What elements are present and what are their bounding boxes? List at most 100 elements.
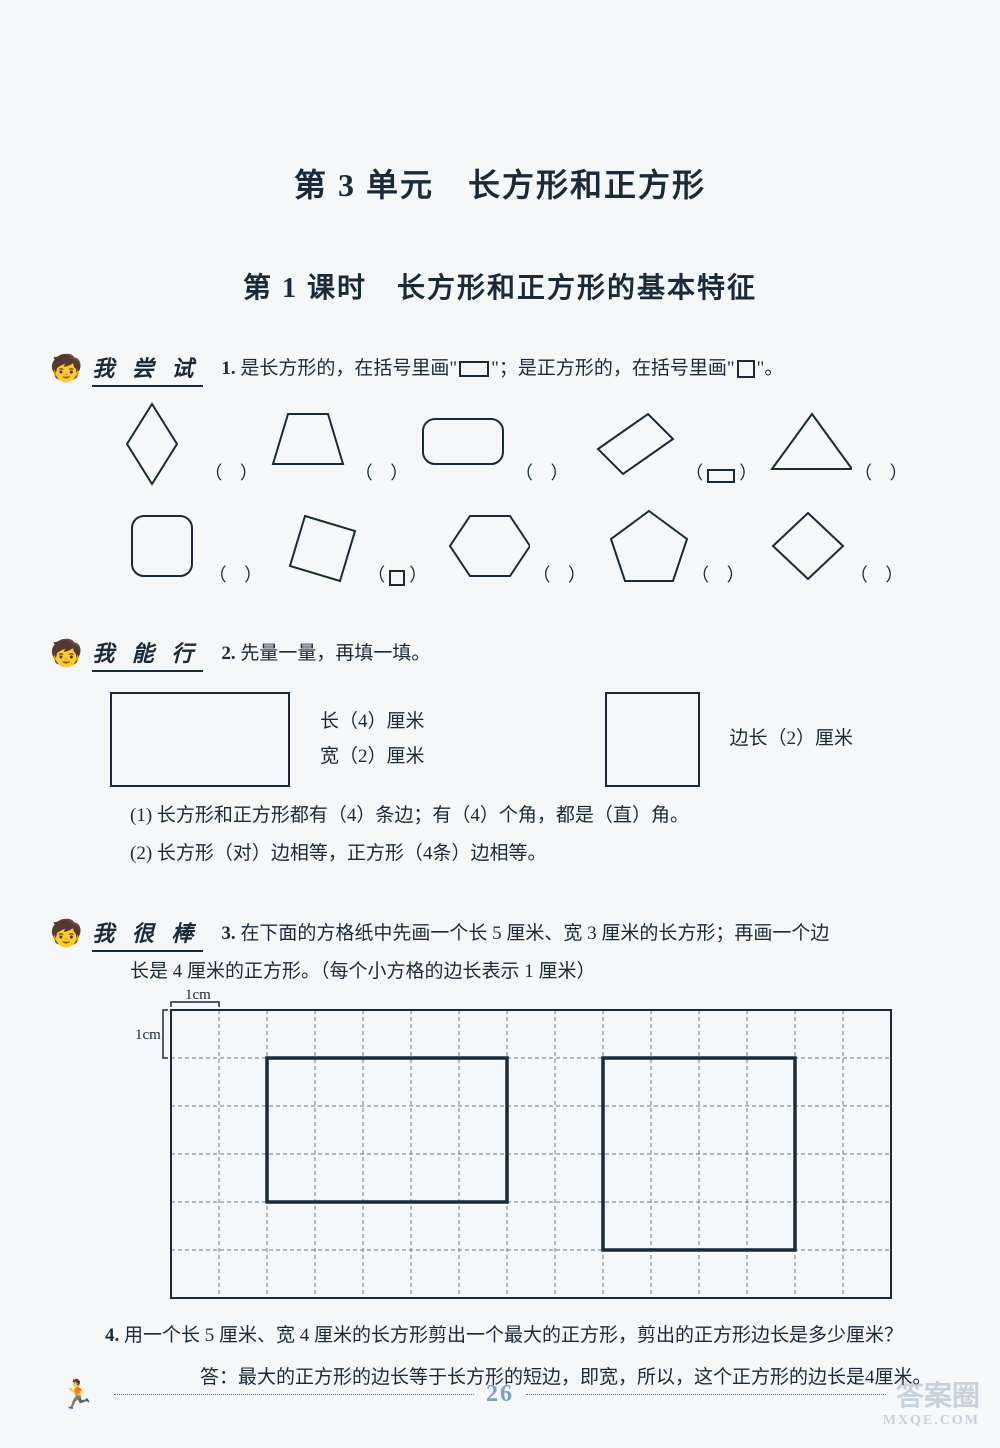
shapes-row-2: （ ）（）（ ）（ ）（ ）: [110, 501, 910, 591]
rectangle-shape: [110, 692, 290, 787]
paren-close: ）: [550, 459, 568, 489]
q2-measure-wrap: 长（4）厘米 宽（2）厘米 边长（2）厘米: [110, 692, 950, 787]
footer-line-left: [114, 1394, 474, 1395]
paren-answer: [552, 566, 566, 591]
s2v2: 4条: [423, 843, 452, 864]
shape-item: （ ）: [112, 399, 258, 489]
paren-answer: [535, 464, 549, 489]
wid-a: 宽（: [320, 746, 358, 767]
q4-text: 用一个长 5 厘米、宽 4 厘米的长方形剪出一个最大的正方形，剪出的正方形边长是…: [124, 1325, 903, 1346]
section-label-3: 我 很 棒: [92, 916, 203, 952]
q3-text-head: 3. 在下面的方格纸中先画一个长 5 厘米、宽 3 厘米的长方形；再画一个边: [221, 920, 829, 949]
side-a: 边长（: [730, 728, 787, 749]
s1v2: 4: [470, 805, 480, 826]
shape-item: （ ）: [413, 399, 569, 489]
q1-text: 1. 是长方形的，在括号里画""；是正方形的，在括号里画""。: [221, 355, 783, 384]
mascot-icon: 🧒: [50, 639, 82, 669]
footer-mascot-icon: 🏃: [60, 1378, 95, 1412]
q4: 4. 用一个长 5 厘米、宽 4 厘米的长方形剪出一个最大的正方形，剪出的正方形…: [105, 1319, 950, 1353]
shape-item: （ ）: [263, 399, 409, 489]
section-try: 🧒 我 尝 试 1. 是长方形的，在括号里画""；是正方形的，在括号里画""。 …: [50, 351, 950, 591]
q3-l1: 在下面的方格纸中先画一个长 5 厘米、宽 3 厘米的长方形；再画一个边: [240, 923, 829, 944]
paren-close: ）: [727, 561, 745, 591]
s1v1: 4: [347, 805, 357, 826]
unit-title: 第 3 单元 长方形和正方形: [50, 160, 950, 206]
len-a: 长（: [320, 711, 358, 732]
paren-close: ）: [568, 561, 586, 591]
paren-answer: [229, 566, 243, 591]
wid-b: ）厘米: [368, 746, 425, 767]
shape-rounded-square: [117, 501, 207, 591]
s1a: (1) 长方形和正方形都有（: [130, 805, 347, 826]
lesson-title: 第 1 课时 长方形和正方形的基本特征: [50, 266, 950, 306]
watermark-sub: MXQE.COM: [883, 1413, 980, 1428]
paren-close: ）: [244, 561, 262, 591]
section-head-2: 🧒 我 能 行 2. 先量一量，再填一填。: [50, 636, 950, 672]
shape-diamond: [758, 501, 848, 591]
shape-triangle: [762, 399, 852, 489]
q4-num: 4.: [105, 1325, 119, 1346]
shape-item: （ ）: [599, 501, 745, 591]
s1c: ）个角，都是（: [480, 805, 613, 826]
q1-b: "；是正方形的，在括号里画": [491, 358, 735, 379]
paren-open: （: [355, 459, 373, 489]
paren-close: ）: [409, 561, 427, 591]
paren-close: ）: [739, 459, 757, 489]
grid-label-top: 1cm: [185, 987, 211, 1004]
square-mark-icon: [737, 360, 755, 378]
shape-hexagon: [440, 501, 530, 591]
shape-rounded-rect: [413, 399, 513, 489]
paren-open: （: [209, 561, 227, 591]
paren-open: （: [685, 459, 703, 489]
section-label-2: 我 能 行: [92, 636, 203, 672]
paren-answer: [224, 464, 238, 489]
grid-wrap: 1cm 1cm: [170, 1009, 950, 1299]
q2-sub1: (1) 长方形和正方形都有（4）条边；有（4）个角，都是（直）角。: [130, 799, 950, 833]
answer-rect-mark: [707, 469, 735, 483]
shape-item: （ ）: [758, 501, 904, 591]
q1-num: 1.: [221, 358, 235, 379]
section-great: 🧒 我 很 棒 3. 在下面的方格纸中先画一个长 5 厘米、宽 3 厘米的长方形…: [50, 916, 950, 1298]
paren-open: （: [691, 561, 709, 591]
s2c: ）边相等。: [451, 843, 546, 864]
drawn-rectangle: [267, 1058, 507, 1202]
answer-square-mark: [389, 570, 405, 586]
section-label-1: 我 尝 试: [92, 351, 203, 387]
watermark: 答案圈 MXQE.COM: [883, 1382, 980, 1428]
len-v: 4: [358, 711, 368, 732]
shape-tilted-rect: [573, 399, 683, 489]
paren-open: （: [515, 459, 533, 489]
square-shape: [605, 692, 700, 787]
side-b: ）厘米: [796, 728, 853, 749]
paren-close: ）: [885, 561, 903, 591]
s2a: (2) 长方形（: [130, 843, 233, 864]
mascot-icon: 🧒: [50, 919, 82, 949]
paren-open: （: [532, 561, 550, 591]
q2-sub2: (2) 长方形（对）边相等，正方形（4条）边相等。: [130, 837, 950, 871]
q1-c: "。: [757, 358, 784, 379]
shape-item: （ ）: [762, 399, 908, 489]
shape-diamond-tall: [112, 399, 202, 489]
paren-answer: [387, 566, 407, 591]
wid-v: 2: [358, 746, 368, 767]
paren-close: ）: [240, 459, 258, 489]
q2-num: 2.: [221, 643, 235, 664]
mascot-icon: 🧒: [50, 354, 82, 384]
footer-line-right: [526, 1394, 886, 1395]
paren-answer: [711, 566, 725, 591]
paren-open: （: [854, 459, 872, 489]
shape-trapezoid: [263, 399, 353, 489]
q3-num: 3.: [221, 923, 235, 944]
paren-open: （: [367, 561, 385, 591]
paren-close: ）: [890, 459, 908, 489]
shape-item: （）: [275, 501, 427, 591]
sq-measure: 边长（2）厘米: [730, 722, 854, 756]
section-head-3: 🧒 我 很 棒 3. 在下面的方格纸中先画一个长 5 厘米、宽 3 厘米的长方形…: [50, 916, 950, 952]
grid-label-left: 1cm: [135, 1027, 161, 1044]
s2b: ）边相等，正方形（: [252, 843, 423, 864]
q2-text: 2. 先量一量，再填一填。: [221, 640, 430, 669]
section-head-1: 🧒 我 尝 试 1. 是长方形的，在括号里画""；是正方形的，在括号里画""。: [50, 351, 950, 387]
paren-answer: [874, 464, 888, 489]
watermark-main: 答案圈: [896, 1381, 980, 1412]
len-b: ）厘米: [368, 711, 425, 732]
